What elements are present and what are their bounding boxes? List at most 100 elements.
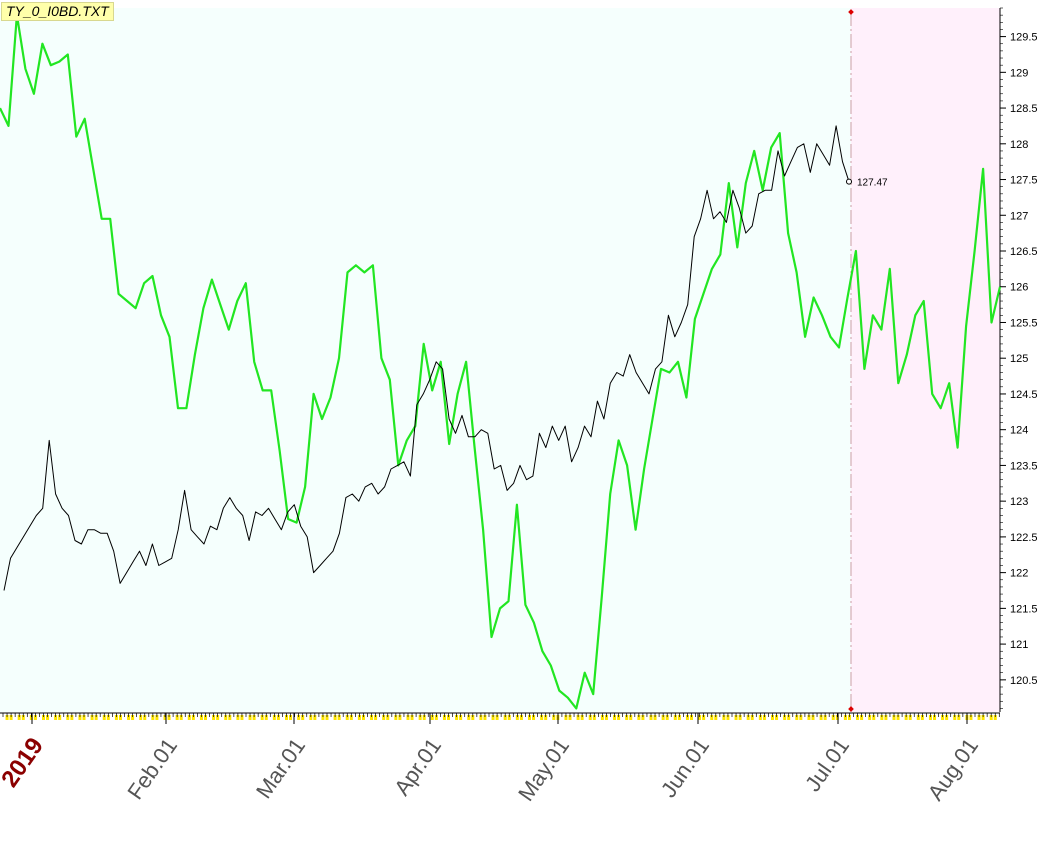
- day-marker: [382, 715, 386, 720]
- day-marker: [552, 715, 556, 720]
- day-marker: [276, 715, 280, 720]
- day-marker: [248, 715, 252, 720]
- day-marker: [969, 715, 973, 720]
- day-marker: [90, 715, 94, 720]
- day-marker: [17, 715, 21, 720]
- day-marker: [726, 715, 730, 720]
- day-marker: [163, 715, 167, 720]
- day-marker: [264, 715, 268, 720]
- day-marker: [199, 715, 203, 720]
- year-label: 2019: [0, 733, 49, 792]
- last-price-marker: [846, 178, 852, 185]
- day-marker: [410, 715, 414, 720]
- day-marker: [106, 715, 110, 720]
- day-marker: [528, 715, 531, 720]
- day-marker: [21, 715, 25, 720]
- day-marker: [892, 715, 896, 720]
- day-marker: [155, 715, 159, 720]
- month-label: Apr.01: [389, 734, 446, 800]
- day-marker: [272, 715, 276, 720]
- day-marker: [455, 715, 459, 720]
- day-marker: [442, 715, 446, 720]
- day-marker: [677, 715, 681, 720]
- day-marker: [981, 715, 985, 720]
- day-marker: [920, 715, 924, 720]
- y-tick-label: 129.5: [1010, 32, 1038, 44]
- day-marker: [386, 715, 390, 720]
- day-marker: [588, 715, 592, 720]
- day-marker: [29, 715, 33, 720]
- day-marker: [212, 715, 216, 720]
- day-marker: [702, 715, 706, 720]
- day-marker: [507, 715, 511, 720]
- chart-overlay: 127.47: [846, 9, 888, 712]
- day-marker: [483, 715, 487, 720]
- y-tick-label: 125: [1010, 353, 1028, 365]
- day-marker: [933, 715, 936, 720]
- day-marker: [467, 715, 471, 720]
- day-marker: [321, 715, 325, 720]
- last-price-label: 127.47: [857, 178, 888, 189]
- day-marker: [945, 715, 949, 720]
- day-marker: [430, 715, 434, 720]
- day-marker: [653, 715, 657, 720]
- day-marker: [592, 715, 596, 720]
- day-marker: [835, 715, 839, 720]
- month-label: Aug.01: [923, 734, 983, 805]
- day-marker: [957, 715, 961, 720]
- day-marker: [503, 715, 507, 720]
- day-marker: [690, 715, 693, 720]
- day-marker: [337, 715, 341, 720]
- day-marker: [532, 715, 536, 720]
- day-marker: [94, 715, 98, 720]
- day-marker: [600, 715, 604, 720]
- y-tick-label: 126: [1010, 282, 1028, 294]
- day-marker: [604, 715, 608, 720]
- day-marker: [374, 715, 378, 720]
- day-marker: [459, 715, 463, 720]
- y-tick-label: 129: [1010, 67, 1028, 79]
- day-marker: [989, 715, 993, 720]
- day-marker: [289, 715, 293, 720]
- day-marker: [661, 715, 665, 720]
- month-label: Feb.01: [122, 734, 182, 804]
- day-marker: [831, 715, 835, 720]
- day-marker: [613, 715, 617, 720]
- day-marker: [673, 715, 677, 720]
- price-line: [3, 125, 850, 591]
- day-marker: [641, 715, 645, 720]
- history-background: [0, 8, 851, 712]
- file-label: TY_0_I0BD.TXT: [1, 2, 114, 21]
- day-marker: [345, 715, 349, 720]
- day-marker: [576, 715, 580, 720]
- day-marker: [127, 715, 131, 720]
- day-marker: [143, 715, 147, 720]
- day-marker: [977, 715, 981, 720]
- day-marker: [325, 715, 329, 720]
- day-marker: [799, 715, 803, 720]
- day-marker: [66, 715, 70, 720]
- day-marker: [479, 715, 483, 720]
- day-marker: [228, 715, 232, 720]
- day-marker: [54, 715, 58, 720]
- day-marker: [868, 715, 872, 720]
- day-marker: [823, 715, 827, 720]
- y-tick-label: 121: [1010, 639, 1028, 651]
- day-marker: [872, 715, 876, 720]
- y-tick-label: 122.5: [1010, 532, 1038, 544]
- day-marker: [333, 715, 337, 720]
- day-marker: [114, 715, 118, 720]
- day-marker: [70, 715, 74, 720]
- day-marker: [394, 715, 398, 720]
- day-marker: [361, 715, 365, 720]
- day-marker: [406, 715, 410, 720]
- day-marker: [698, 715, 702, 720]
- day-marker: [880, 715, 884, 720]
- day-marker: [118, 715, 122, 720]
- y-tick-label: 127: [1010, 210, 1028, 222]
- day-marker: [783, 715, 787, 720]
- day-marker: [860, 715, 864, 720]
- day-marker: [418, 715, 422, 720]
- day-marker: [42, 715, 45, 720]
